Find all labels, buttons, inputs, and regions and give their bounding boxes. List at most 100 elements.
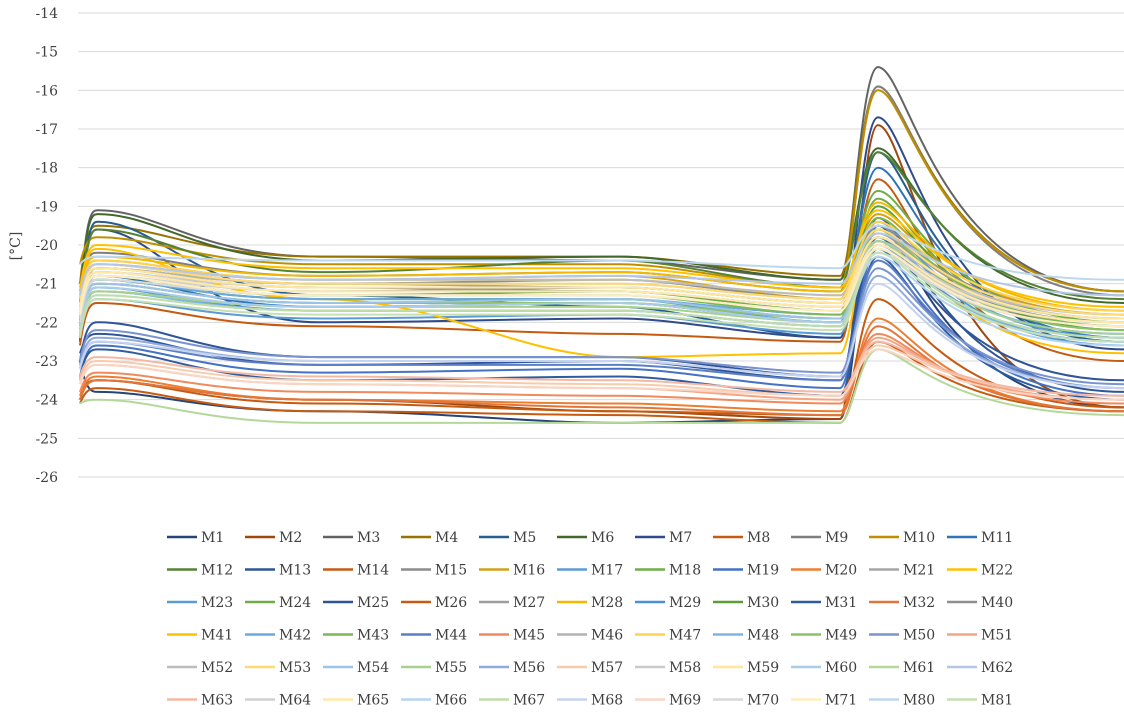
legend-item-m55: M55 xyxy=(401,660,467,676)
legend-item-m13: M13 xyxy=(245,563,311,579)
legend-label: M59 xyxy=(747,660,779,676)
legend-item-m42: M42 xyxy=(245,628,311,644)
y-axis-label: [°C] xyxy=(8,232,24,261)
legend-item-m70: M70 xyxy=(713,693,779,709)
legend-item-m3: M3 xyxy=(323,530,380,546)
legend-item-m26: M26 xyxy=(401,595,467,611)
series-line-m14 xyxy=(79,298,1124,417)
legend-label: M29 xyxy=(669,595,701,611)
series-line-m28 xyxy=(79,201,1124,312)
y-tick-label: -15 xyxy=(35,45,58,61)
legend-label: M50 xyxy=(903,628,935,644)
legend-label: M71 xyxy=(825,693,857,709)
series-line-m68 xyxy=(79,282,1124,390)
legend-item-m51: M51 xyxy=(947,628,1013,644)
legend-label: M32 xyxy=(903,595,935,611)
series-line-m19 xyxy=(79,247,1124,397)
legend-label: M68 xyxy=(591,693,623,709)
legend-label: M26 xyxy=(435,595,467,611)
y-tick-label: -14 xyxy=(35,6,58,22)
series-line-m63 xyxy=(79,340,1124,397)
series-line-m41 xyxy=(79,209,1124,308)
legend-label: M65 xyxy=(357,693,389,709)
legend-item-m5: M5 xyxy=(479,530,536,546)
series-line-m8 xyxy=(79,178,1124,362)
legend-label: M44 xyxy=(435,628,467,644)
legend-item-m28: M28 xyxy=(557,595,623,611)
legend: M1 M2 M3 M4 M5 M6 M7 M8 M9 M10 M11 M12 M13 M14 M15 M16 M… xyxy=(167,530,1013,709)
legend-item-m2: M2 xyxy=(245,530,302,546)
legend-item-m58: M58 xyxy=(635,660,701,676)
legend-label: M67 xyxy=(513,693,545,709)
legend-label: M22 xyxy=(981,563,1013,579)
series-line-m62 xyxy=(79,232,1124,297)
legend-item-m8: M8 xyxy=(713,530,770,546)
legend-label: M5 xyxy=(513,530,536,546)
y-tick-label: -17 xyxy=(35,122,58,138)
legend-label: M18 xyxy=(669,563,701,579)
legend-item-m11: M11 xyxy=(947,530,1013,546)
legend-item-m4: M4 xyxy=(401,530,458,546)
legend-label: M16 xyxy=(513,563,545,579)
series-line-m31 xyxy=(79,255,1124,401)
legend-item-m48: M48 xyxy=(713,628,779,644)
legend-label: M21 xyxy=(903,563,935,579)
legend-item-m60: M60 xyxy=(791,660,857,676)
legend-item-m32: M32 xyxy=(869,595,935,611)
legend-item-m63: M63 xyxy=(167,693,233,709)
legend-label: M2 xyxy=(279,530,302,546)
legend-item-m59: M59 xyxy=(713,660,779,676)
y-tick-label: -22 xyxy=(35,315,58,331)
series-line-m80 xyxy=(79,224,1124,281)
legend-item-m46: M46 xyxy=(557,628,623,644)
legend-item-m68: M68 xyxy=(557,693,623,709)
legend-item-m10: M10 xyxy=(869,530,935,546)
legend-item-m69: M69 xyxy=(635,693,701,709)
legend-item-m52: M52 xyxy=(167,660,233,676)
legend-item-m23: M23 xyxy=(167,595,233,611)
legend-item-m19: M19 xyxy=(713,563,779,579)
legend-item-m50: M50 xyxy=(869,628,935,644)
series-line-m59 xyxy=(79,236,1124,320)
legend-label: M10 xyxy=(903,530,935,546)
legend-label: M49 xyxy=(825,628,857,644)
series-line-m81 xyxy=(79,251,1124,343)
legend-label: M45 xyxy=(513,628,545,644)
legend-label: M14 xyxy=(357,563,389,579)
y-tick-label: -26 xyxy=(35,470,58,486)
legend-label: M61 xyxy=(903,660,935,676)
legend-label: M42 xyxy=(279,628,311,644)
series-line-m20 xyxy=(79,317,1124,413)
legend-label: M58 xyxy=(669,660,701,676)
y-tick-label: -23 xyxy=(35,354,58,370)
legend-item-m6: M6 xyxy=(557,530,614,546)
legend-label: M57 xyxy=(591,660,623,676)
legend-item-m54: M54 xyxy=(323,660,389,676)
legend-item-m17: M17 xyxy=(557,563,623,579)
legend-label: M7 xyxy=(669,530,692,546)
legend-label: M24 xyxy=(279,595,311,611)
legend-label: M6 xyxy=(591,530,614,546)
legend-label: M17 xyxy=(591,563,623,579)
legend-item-m22: M22 xyxy=(947,563,1013,579)
legend-item-m61: M61 xyxy=(869,660,935,676)
legend-label: M25 xyxy=(357,595,389,611)
legend-item-m40: M40 xyxy=(947,595,1013,611)
legend-label: M23 xyxy=(201,595,233,611)
legend-label: M41 xyxy=(201,628,233,644)
legend-label: M55 xyxy=(435,660,467,676)
legend-label: M9 xyxy=(825,530,848,546)
legend-label: M19 xyxy=(747,563,779,579)
legend-label: M46 xyxy=(591,628,623,644)
legend-item-m43: M43 xyxy=(323,628,389,644)
legend-label: M40 xyxy=(981,595,1013,611)
legend-label: M12 xyxy=(201,563,233,579)
legend-item-m21: M21 xyxy=(869,563,935,579)
y-tick-label: -21 xyxy=(35,277,58,293)
legend-label: M53 xyxy=(279,660,311,676)
legend-item-m14: M14 xyxy=(323,563,389,579)
legend-label: M80 xyxy=(903,693,935,709)
legend-item-m71: M71 xyxy=(791,693,857,709)
legend-label: M31 xyxy=(825,595,857,611)
